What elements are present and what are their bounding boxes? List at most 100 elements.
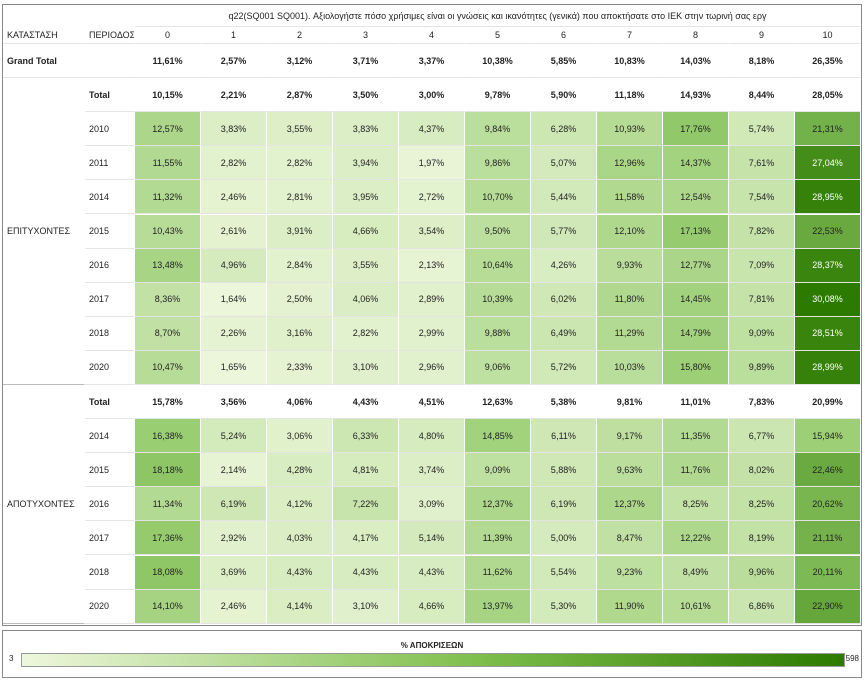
value-cell: 6,33% bbox=[333, 419, 399, 454]
value-cell: 15,94% bbox=[795, 419, 861, 454]
value-cell: 4,28% bbox=[267, 453, 333, 488]
value-cell: 2,50% bbox=[267, 282, 333, 317]
value-cell: 6,28% bbox=[531, 112, 597, 147]
value-cell: 27,04% bbox=[795, 146, 861, 181]
value-cell: 14,93% bbox=[663, 78, 729, 113]
value-cell: 5,88% bbox=[531, 453, 597, 488]
period-label: 2020 bbox=[85, 589, 135, 624]
value-cell: 11,80% bbox=[597, 282, 663, 317]
value-cell: 28,37% bbox=[795, 248, 861, 283]
value-cell: 11,32% bbox=[135, 180, 201, 215]
value-cell: 4,37% bbox=[399, 112, 465, 147]
value-cell: 1,65% bbox=[201, 350, 267, 385]
value-cell: 5,38% bbox=[531, 385, 597, 420]
score-header: 9 bbox=[729, 27, 795, 44]
value-cell: 4,12% bbox=[267, 487, 333, 522]
value-cell: 12,54% bbox=[663, 180, 729, 215]
value-cell: 3,83% bbox=[201, 112, 267, 147]
value-cell: 20,62% bbox=[795, 487, 861, 522]
grand-total-value: 3,12% bbox=[267, 44, 333, 79]
value-cell: 1,64% bbox=[201, 282, 267, 317]
score-header: 10 bbox=[795, 27, 861, 44]
value-cell: 5,74% bbox=[729, 112, 795, 147]
score-header: 1 bbox=[201, 27, 267, 44]
value-cell: 4,14% bbox=[267, 589, 333, 624]
value-cell: 9,09% bbox=[465, 453, 531, 488]
value-cell: 14,45% bbox=[663, 282, 729, 317]
period-label: Total bbox=[85, 78, 135, 113]
value-cell: 2,33% bbox=[267, 350, 333, 385]
score-header: 2 bbox=[267, 27, 333, 44]
period-label: 2015 bbox=[85, 214, 135, 249]
value-cell: 4,80% bbox=[399, 419, 465, 454]
value-cell: 10,93% bbox=[597, 112, 663, 147]
value-cell: 17,76% bbox=[663, 112, 729, 147]
grand-total-value: 3,37% bbox=[399, 44, 465, 79]
value-cell: 12,96% bbox=[597, 146, 663, 181]
value-cell: 3,16% bbox=[267, 316, 333, 351]
value-cell: 10,39% bbox=[465, 282, 531, 317]
value-cell: 22,90% bbox=[795, 589, 861, 624]
value-cell: 8,36% bbox=[135, 282, 201, 317]
value-cell: 14,37% bbox=[663, 146, 729, 181]
value-cell: 3,94% bbox=[333, 146, 399, 181]
value-cell: 3,69% bbox=[201, 555, 267, 590]
value-cell: 12,22% bbox=[663, 521, 729, 556]
value-cell: 3,91% bbox=[267, 214, 333, 249]
value-cell: 5,14% bbox=[399, 521, 465, 556]
legend: % ΑΠΟΚΡΙΣΕΩΝ 3 598 bbox=[2, 630, 862, 678]
value-cell: 9,86% bbox=[465, 146, 531, 181]
value-cell: 6,19% bbox=[201, 487, 267, 522]
grand-total-value: 8,18% bbox=[729, 44, 795, 79]
legend-gradient bbox=[21, 653, 845, 667]
value-cell: 12,77% bbox=[663, 248, 729, 283]
value-cell: 3,10% bbox=[333, 589, 399, 624]
value-cell: 21,31% bbox=[795, 112, 861, 147]
value-cell: 4,43% bbox=[399, 555, 465, 590]
score-header: 3 bbox=[333, 27, 399, 44]
value-cell: 5,54% bbox=[531, 555, 597, 590]
value-cell: 2,13% bbox=[399, 248, 465, 283]
value-cell: 2,46% bbox=[201, 589, 267, 624]
value-cell: 3,74% bbox=[399, 453, 465, 488]
value-cell: 2,84% bbox=[267, 248, 333, 283]
score-header: 0 bbox=[135, 27, 201, 44]
value-cell: 10,47% bbox=[135, 350, 201, 385]
value-cell: 4,43% bbox=[267, 555, 333, 590]
value-cell: 9,23% bbox=[597, 555, 663, 590]
value-cell: 11,62% bbox=[465, 555, 531, 590]
period-label: 2014 bbox=[85, 180, 135, 215]
value-cell: 7,83% bbox=[729, 385, 795, 420]
value-cell: 9,89% bbox=[729, 350, 795, 385]
period-label: 2011 bbox=[85, 146, 135, 181]
value-cell: 2,21% bbox=[201, 78, 267, 113]
value-cell: 3,95% bbox=[333, 180, 399, 215]
score-header: 4 bbox=[399, 27, 465, 44]
value-cell: 15,80% bbox=[663, 350, 729, 385]
grand-total-value: 5,85% bbox=[531, 44, 597, 79]
period-label: 2017 bbox=[85, 521, 135, 556]
value-cell: 3,56% bbox=[201, 385, 267, 420]
value-cell: 4,17% bbox=[333, 521, 399, 556]
value-cell: 6,11% bbox=[531, 419, 597, 454]
value-cell: 2,81% bbox=[267, 180, 333, 215]
value-cell: 9,88% bbox=[465, 316, 531, 351]
value-cell: 14,79% bbox=[663, 316, 729, 351]
value-cell: 2,14% bbox=[201, 453, 267, 488]
value-cell: 9,84% bbox=[465, 112, 531, 147]
value-cell: 4,96% bbox=[201, 248, 267, 283]
value-cell: 3,06% bbox=[267, 419, 333, 454]
value-cell: 10,43% bbox=[135, 214, 201, 249]
value-cell: 4,03% bbox=[267, 521, 333, 556]
value-cell: 4,26% bbox=[531, 248, 597, 283]
value-cell: 4,06% bbox=[333, 282, 399, 317]
legend-min: 3 bbox=[9, 654, 14, 663]
value-cell: 3,10% bbox=[333, 350, 399, 385]
value-cell: 11,29% bbox=[597, 316, 663, 351]
value-cell: 5,90% bbox=[531, 78, 597, 113]
value-cell: 14,10% bbox=[135, 589, 201, 624]
period-label: 2016 bbox=[85, 487, 135, 522]
value-cell: 8,44% bbox=[729, 78, 795, 113]
period-label: 2010 bbox=[85, 112, 135, 147]
